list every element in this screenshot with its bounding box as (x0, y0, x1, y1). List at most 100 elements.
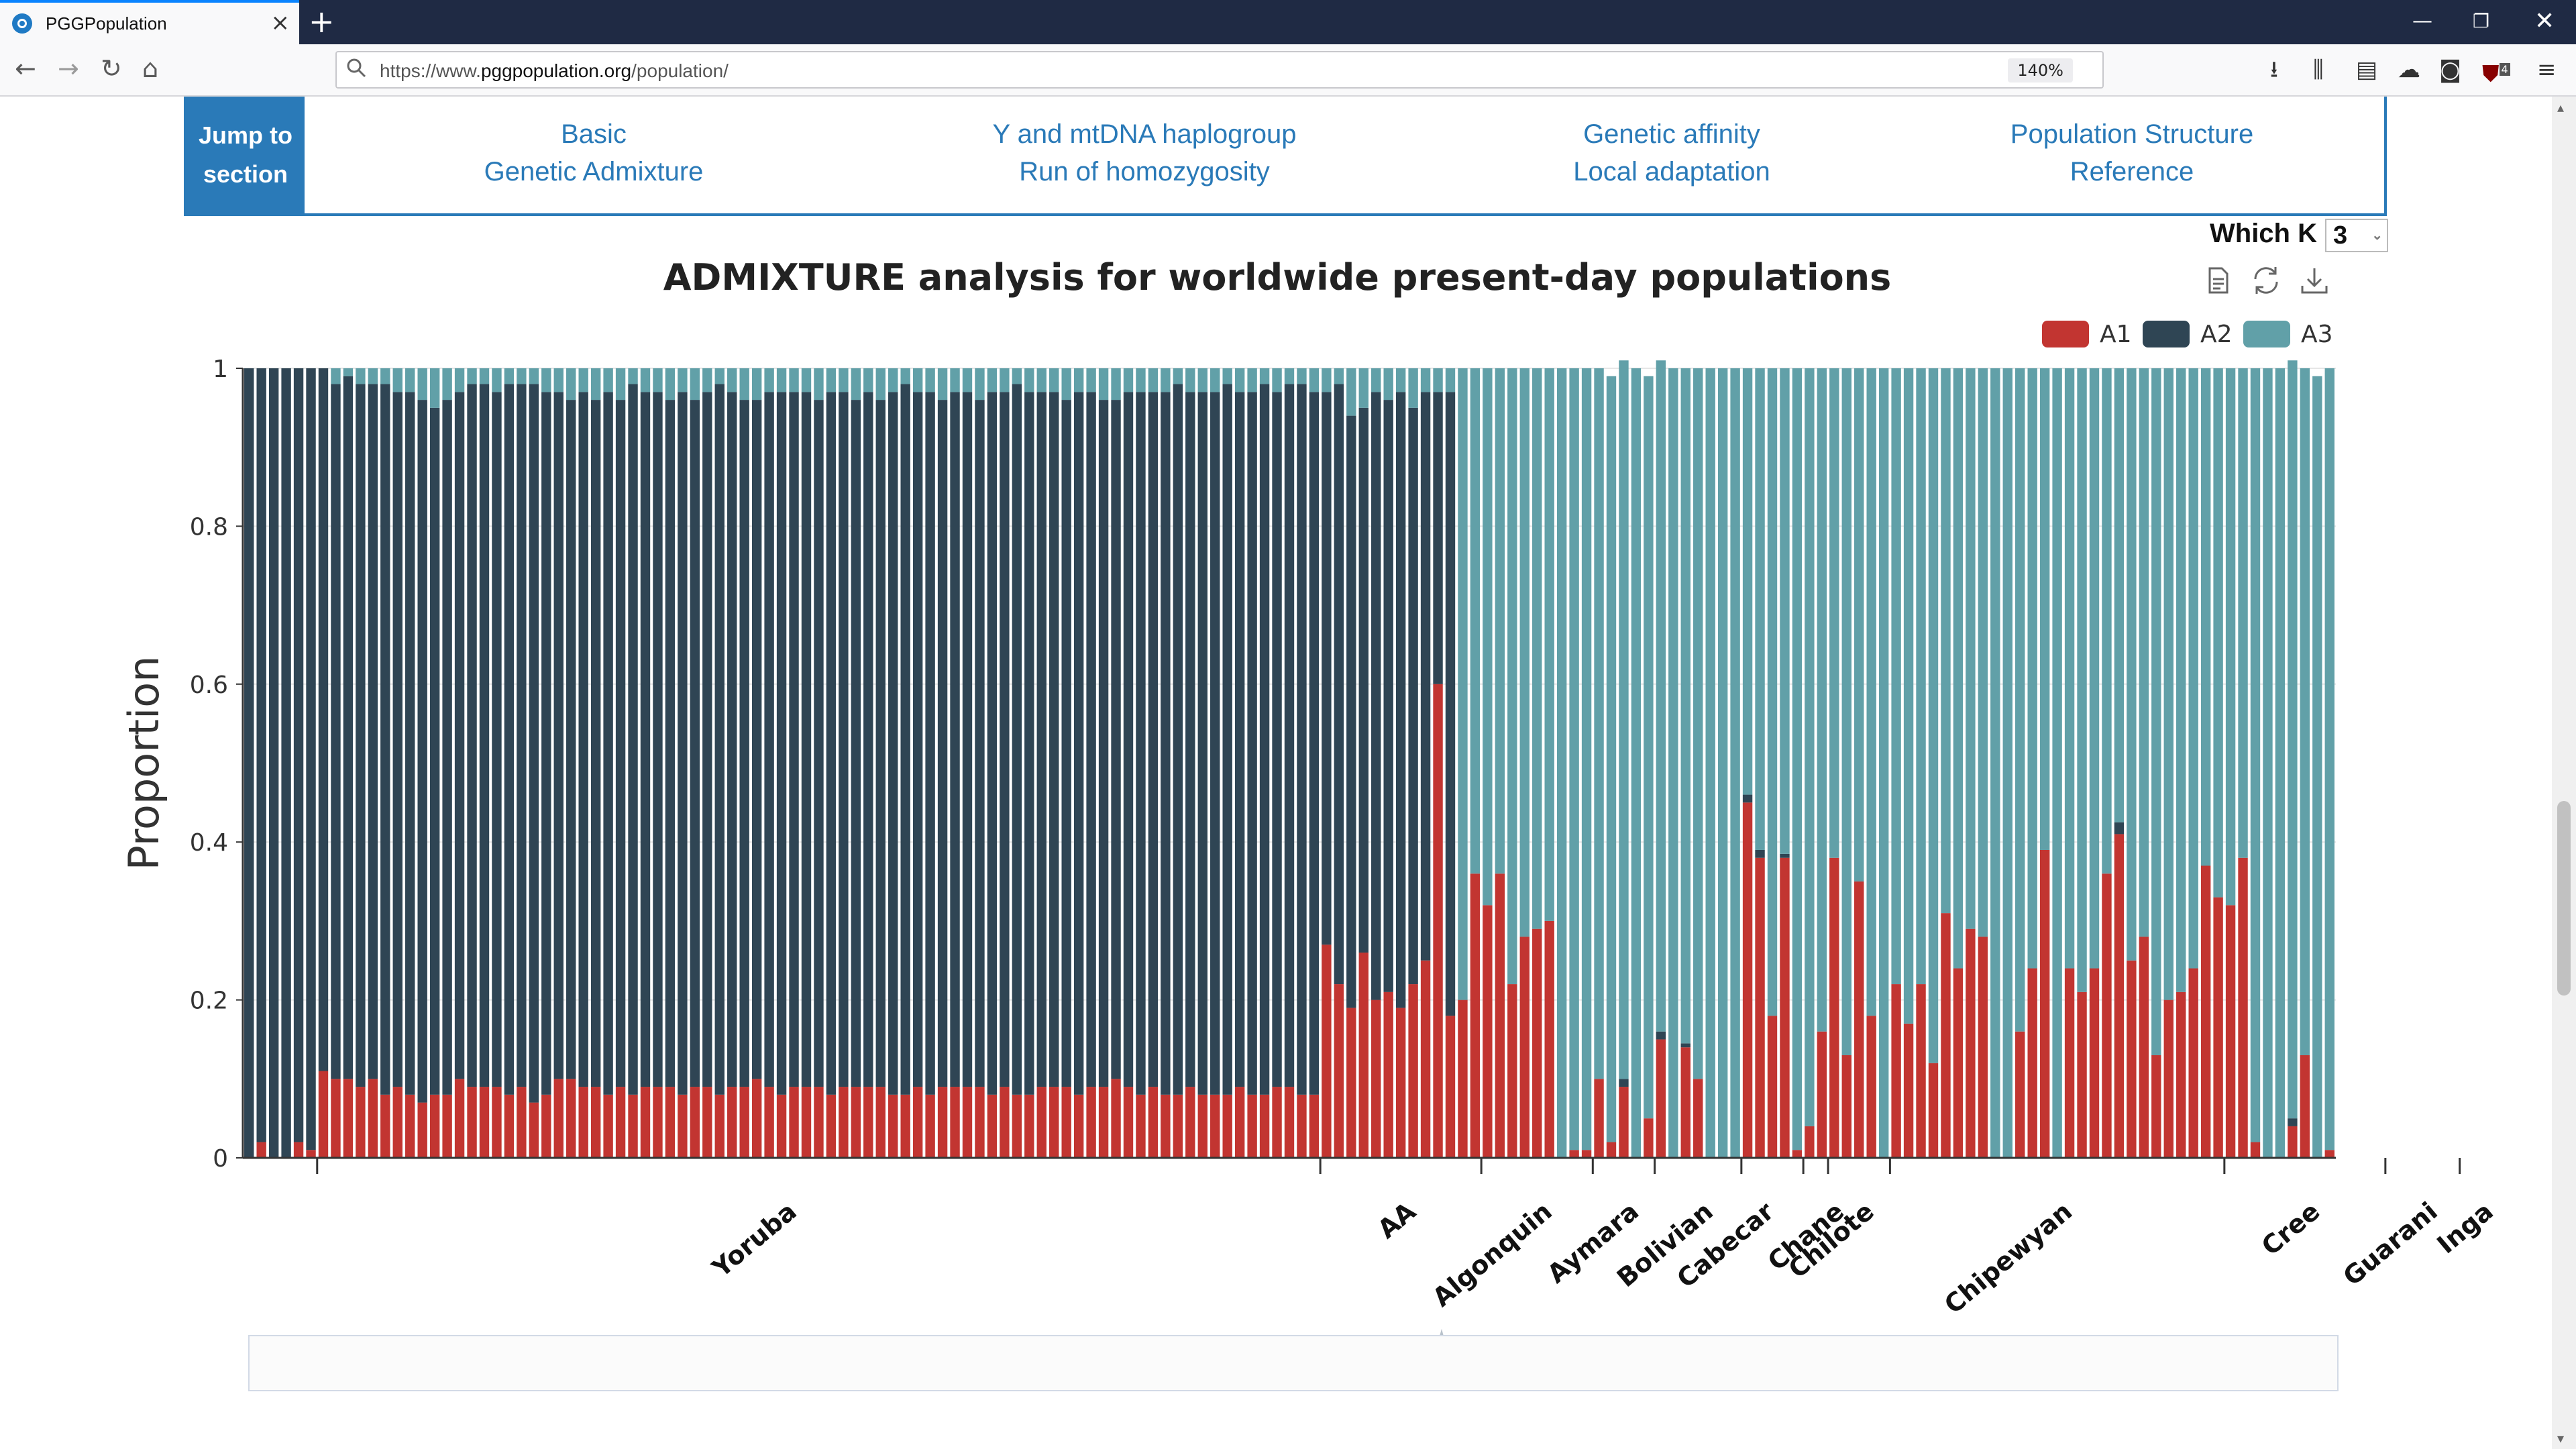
bar-segment-a3[interactable] (1458, 368, 1468, 1000)
bar-segment-a3[interactable] (1866, 368, 1876, 1016)
bar-segment-a3[interactable] (1767, 368, 1778, 1016)
zoom-level-button[interactable]: 140% (2008, 58, 2073, 83)
nav-link-local-adaptation[interactable]: Local adaptation (1573, 157, 1770, 186)
bar-segment-a3[interactable] (1161, 368, 1171, 392)
bar-segment-a2[interactable] (356, 384, 366, 1087)
bar-segment-a3[interactable] (1903, 368, 1914, 1024)
bar-segment-a1[interactable] (1470, 873, 1481, 1158)
bar-segment-a2[interactable] (702, 392, 712, 1087)
bar-segment-a3[interactable] (1594, 368, 1604, 1079)
bar-segment-a1[interactable] (1383, 991, 1393, 1158)
nav-link-basic[interactable]: Basic (561, 119, 627, 149)
bar-segment-a2[interactable] (1383, 400, 1393, 992)
bar-segment-a1[interactable] (1767, 1016, 1778, 1158)
bar-segment-a1[interactable] (318, 1071, 329, 1158)
bar-segment-a1[interactable] (1358, 952, 1368, 1158)
bar-segment-a2[interactable] (1358, 407, 1368, 953)
bar-segment-a2[interactable] (1000, 392, 1010, 1087)
bar-segment-a3[interactable] (839, 368, 849, 392)
bar-segment-a2[interactable] (1445, 392, 1456, 1016)
bar-segment-a1[interactable] (1073, 1094, 1084, 1158)
bar-segment-a2[interactable] (640, 392, 651, 1087)
bar-segment-a3[interactable] (1297, 368, 1307, 384)
bar-segment-a3[interactable] (863, 368, 873, 392)
bar-segment-a3[interactable] (2002, 368, 2012, 1158)
bar-segment-a1[interactable] (380, 1094, 390, 1158)
bar-segment-a1[interactable] (2151, 1055, 2161, 1158)
bar-segment-a2[interactable] (1284, 384, 1295, 1087)
bar-segment-a2[interactable] (1334, 384, 1344, 985)
bar-segment-a1[interactable] (615, 1087, 626, 1158)
bar-segment-a3[interactable] (801, 368, 812, 392)
bar-segment-a2[interactable] (1111, 400, 1121, 1079)
bar-segment-a1[interactable] (1495, 873, 1505, 1158)
bar-segment-a1[interactable] (1086, 1087, 1096, 1158)
bar-segment-a3[interactable] (1631, 368, 1642, 1158)
bar-segment-a3[interactable] (1953, 368, 1964, 969)
bar-segment-a3[interactable] (2114, 368, 2125, 822)
bar-segment-a2[interactable] (665, 400, 676, 1087)
bar-segment-a3[interactable] (900, 368, 910, 384)
data-view-icon[interactable] (2200, 263, 2235, 298)
bar-segment-a3[interactable] (1966, 368, 1976, 929)
bar-segment-a2[interactable] (826, 392, 837, 1095)
bar-segment-a1[interactable] (2324, 1150, 2334, 1158)
bar-segment-a3[interactable] (1284, 368, 1295, 384)
bar-segment-a1[interactable] (1420, 960, 1431, 1158)
bar-segment-a1[interactable] (1544, 920, 1554, 1158)
bar-segment-a1[interactable] (442, 1094, 452, 1158)
bar-segment-a1[interactable] (1111, 1079, 1121, 1158)
bar-segment-a1[interactable] (1841, 1055, 1851, 1158)
bar-segment-a3[interactable] (553, 368, 564, 392)
bar-segment-a3[interactable] (1334, 368, 1344, 384)
legend-swatch[interactable] (2042, 321, 2089, 347)
bar-segment-a2[interactable] (1086, 392, 1096, 1087)
bar-segment-a1[interactable] (1173, 1094, 1183, 1158)
bar-segment-a3[interactable] (343, 368, 354, 376)
bar-segment-a1[interactable] (417, 1102, 427, 1158)
bar-segment-a3[interactable] (1073, 368, 1084, 392)
bar-segment-a1[interactable] (826, 1094, 837, 1158)
bar-segment-a3[interactable] (2263, 368, 2273, 1158)
bar-segment-a3[interactable] (640, 368, 651, 392)
bar-segment-a1[interactable] (1012, 1094, 1022, 1158)
bar-segment-a1[interactable] (1148, 1087, 1159, 1158)
bar-segment-a2[interactable] (1173, 384, 1183, 1095)
bar-segment-a1[interactable] (1532, 928, 1542, 1158)
bar-segment-a3[interactable] (1309, 368, 1320, 392)
bar-segment-a1[interactable] (727, 1087, 737, 1158)
bar-segment-a2[interactable] (776, 392, 787, 1095)
bar-segment-a2[interactable] (541, 392, 551, 1095)
bar-segment-a3[interactable] (2015, 368, 2025, 1032)
bar-segment-a1[interactable] (1395, 1008, 1406, 1158)
bar-segment-a3[interactable] (714, 368, 724, 384)
bar-segment-a1[interactable] (479, 1087, 490, 1158)
bar-segment-a3[interactable] (1086, 368, 1096, 392)
bar-segment-a3[interactable] (603, 368, 613, 392)
bar-segment-a3[interactable] (2127, 368, 2137, 961)
bar-segment-a1[interactable] (1619, 1087, 1629, 1158)
bar-segment-a3[interactable] (2312, 376, 2322, 1158)
bar-segment-a1[interactable] (1334, 984, 1344, 1158)
bar-segment-a1[interactable] (1829, 857, 1839, 1158)
bar-segment-a1[interactable] (1136, 1094, 1146, 1158)
bar-segment-a2[interactable] (1433, 392, 1443, 684)
bar-segment-a3[interactable] (1247, 368, 1257, 392)
nav-link-genetic-affinity[interactable]: Genetic affinity (1583, 119, 1760, 149)
bar-segment-a2[interactable] (1420, 392, 1431, 961)
bar-segment-a3[interactable] (2324, 368, 2334, 1150)
bar-segment-a1[interactable] (1854, 881, 1864, 1158)
bar-segment-a3[interactable] (2213, 368, 2223, 898)
bar-segment-a2[interactable] (1247, 392, 1257, 1095)
bar-segment-a3[interactable] (1036, 368, 1046, 392)
bar-segment-a1[interactable] (2176, 991, 2186, 1158)
bar-segment-a2[interactable] (405, 392, 415, 1095)
bar-segment-a3[interactable] (504, 368, 515, 384)
bar-segment-a3[interactable] (1730, 368, 1740, 1158)
bar-segment-a1[interactable] (1185, 1087, 1195, 1158)
bar-segment-a3[interactable] (987, 368, 998, 392)
bar-segment-a3[interactable] (405, 368, 415, 392)
bar-segment-a2[interactable] (1136, 392, 1146, 1095)
bar-segment-a1[interactable] (1680, 1047, 1690, 1158)
chat-icon[interactable]: ☁ (2398, 56, 2420, 83)
